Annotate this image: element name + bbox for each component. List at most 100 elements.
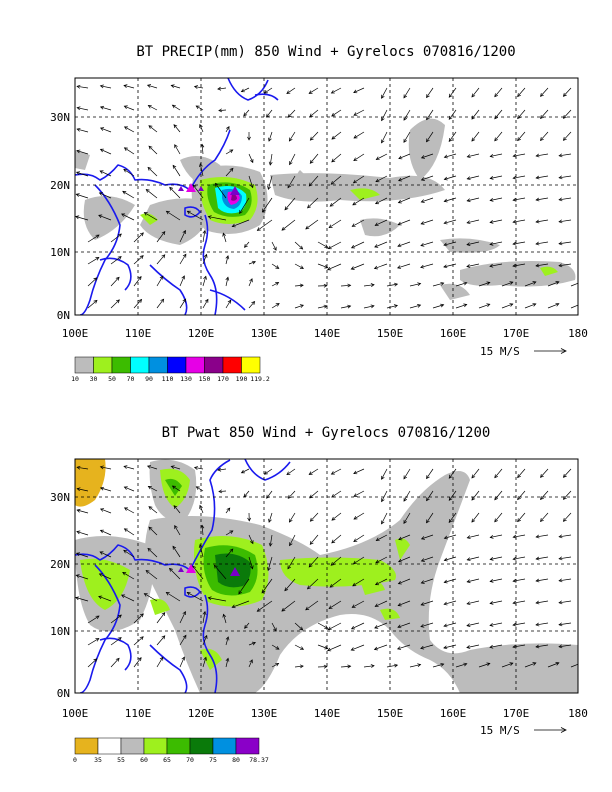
wind-vector xyxy=(77,107,89,111)
wind-vector xyxy=(100,85,112,89)
lon-label: 160E xyxy=(440,707,467,720)
wind-vector xyxy=(202,276,207,287)
panel-pwat: BT Pwat 850 Wind + Gyrelocs 070816/1200 xyxy=(50,425,588,764)
wind-vector-head xyxy=(331,516,336,521)
wind-vector-head xyxy=(117,256,122,260)
wind-vector-head xyxy=(249,659,253,664)
wind-vector xyxy=(225,548,234,558)
wind-vector xyxy=(124,528,135,536)
wind-vector xyxy=(208,216,227,221)
wind-vector xyxy=(467,197,480,202)
wind-vector xyxy=(310,512,319,522)
wind-vector-head xyxy=(299,626,304,631)
wind-vector-head xyxy=(562,136,567,141)
colorbar-label: 55 xyxy=(117,756,125,764)
lon-label: 180 xyxy=(568,327,588,340)
wind-vector-head xyxy=(76,487,81,492)
wind-vector-head xyxy=(466,623,471,627)
wind-vector xyxy=(122,572,135,580)
wind-vector-head xyxy=(403,94,408,99)
colorbar-label: 65 xyxy=(163,756,171,764)
wind-vector xyxy=(512,263,526,267)
wind-vector-head xyxy=(225,636,230,641)
wind-vector-head xyxy=(98,192,103,196)
wind-vector-head xyxy=(331,158,336,163)
wind-vector-head xyxy=(494,518,499,523)
wind-vector-head xyxy=(512,534,517,539)
wind-vector-head xyxy=(512,263,517,268)
wind-vectors xyxy=(75,84,578,309)
wind-vector xyxy=(443,241,457,246)
wind-vector-head xyxy=(202,610,207,616)
wind-vector xyxy=(133,232,144,243)
wind-vector xyxy=(179,230,186,243)
wind-vector xyxy=(466,241,480,246)
wind-vector xyxy=(420,263,434,268)
wind-vector xyxy=(353,490,365,497)
wind-vector xyxy=(317,241,328,248)
wind-vector-head xyxy=(139,232,144,237)
colorbar-label: 130 xyxy=(180,375,192,383)
wind-vector xyxy=(536,556,549,560)
wind-vector xyxy=(76,574,89,580)
wind-vector-head xyxy=(309,113,314,118)
wind-vector-head xyxy=(286,90,291,94)
colorbar: 10 30 50 70 90 110 130 150 170 190 119.2 xyxy=(71,356,270,383)
wind-vector-head xyxy=(374,200,380,205)
wind-vector xyxy=(421,556,434,562)
wind-vector xyxy=(448,131,457,142)
wind-vector xyxy=(110,233,122,243)
map-frame xyxy=(74,77,579,316)
wind-vector xyxy=(148,486,158,492)
lat-label: 10N xyxy=(50,625,70,638)
wind-vector xyxy=(351,241,365,249)
wind-vector-head xyxy=(373,646,378,651)
wind-vector-head xyxy=(512,600,517,605)
wind-vector-head xyxy=(203,275,207,280)
wind-vector-head xyxy=(99,170,104,174)
wind-vector-head xyxy=(327,266,332,271)
lon-label: 100E xyxy=(62,327,89,340)
lon-label: 120E xyxy=(188,707,215,720)
wind-vector-head xyxy=(374,222,379,226)
wind-vector xyxy=(563,87,572,97)
wind-vector-head xyxy=(93,658,98,663)
wind-vector xyxy=(381,490,388,502)
wind-vector-head xyxy=(186,592,191,596)
wind-vector xyxy=(75,216,89,221)
colorbar-swatch xyxy=(130,356,150,374)
wind-vector-head xyxy=(426,519,430,524)
wind-vector xyxy=(199,505,204,514)
wind-vector-head xyxy=(347,664,352,669)
wind-vector-head xyxy=(353,89,358,94)
colorbar-swatch xyxy=(189,737,214,755)
wind-vector-head xyxy=(229,548,234,553)
wind-vector xyxy=(172,104,181,111)
wind-vector-head xyxy=(350,647,355,651)
wind-vector-head xyxy=(148,506,153,510)
wind-vector xyxy=(144,593,158,602)
wind-vector xyxy=(268,131,273,142)
wind-vector-head xyxy=(324,244,329,248)
wind-vector-head xyxy=(287,494,292,499)
wind-vector xyxy=(241,87,250,93)
wind-vector-head xyxy=(535,197,540,202)
wind-vector-head xyxy=(123,486,128,490)
wind-vector-head xyxy=(203,253,208,258)
wind-vector-head xyxy=(195,486,200,490)
wind-vector xyxy=(444,175,457,180)
wind-vector-head xyxy=(398,536,403,541)
wind-vector xyxy=(540,131,549,141)
wind-vector xyxy=(202,254,207,265)
wind-vector-head xyxy=(159,275,164,280)
wind-vector-head xyxy=(443,220,448,225)
wind-vector xyxy=(397,622,411,628)
wind-vector xyxy=(317,644,328,649)
wind-vector xyxy=(156,275,164,287)
wind-vector-head xyxy=(420,536,426,540)
wind-vector xyxy=(76,552,89,558)
wind-vector-head xyxy=(263,89,268,94)
wind-vector xyxy=(100,106,112,111)
wind-vector-head xyxy=(231,604,236,609)
wind-vector xyxy=(294,263,304,269)
